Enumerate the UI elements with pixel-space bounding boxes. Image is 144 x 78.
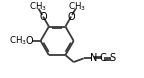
Text: CH$_3$: CH$_3$ xyxy=(9,35,27,47)
Text: CH$_3$: CH$_3$ xyxy=(29,1,47,13)
Text: O: O xyxy=(67,12,75,22)
Text: N: N xyxy=(90,53,97,63)
Text: O: O xyxy=(39,12,47,22)
Text: O: O xyxy=(25,36,33,46)
Text: CH$_3$: CH$_3$ xyxy=(68,1,86,13)
Text: S: S xyxy=(109,53,115,63)
Text: C: C xyxy=(100,53,106,63)
